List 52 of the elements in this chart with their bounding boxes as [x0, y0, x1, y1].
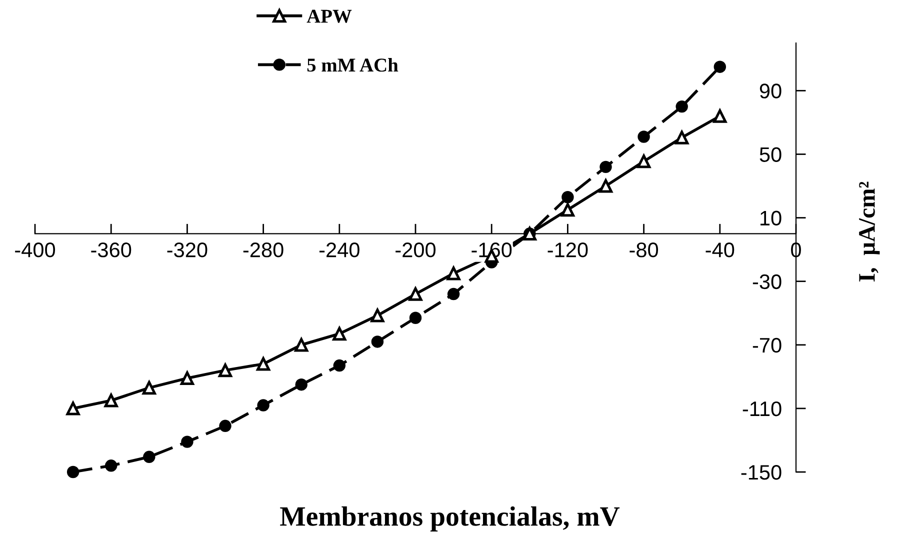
y-axis-title: I, μA/cm²	[859, 182, 880, 282]
y-tick-label: -150	[741, 465, 782, 480]
point	[600, 160, 612, 174]
point	[294, 338, 308, 352]
x-tick-label: -200	[396, 242, 436, 258]
x-tick-label: -400	[15, 242, 56, 258]
x-tick-label: -320	[167, 242, 208, 258]
point	[638, 130, 650, 143]
x-tick-label: -280	[243, 242, 284, 258]
x-tick-label: -40	[706, 242, 734, 258]
point	[714, 60, 726, 73]
point	[218, 364, 232, 378]
y-tick-label: -30	[752, 274, 782, 290]
point	[256, 357, 270, 371]
point	[446, 266, 460, 280]
point	[66, 402, 80, 416]
point	[181, 436, 194, 448]
x-tick-label: -120	[548, 242, 588, 258]
x-tick-label: -80	[630, 242, 658, 258]
point	[332, 326, 346, 341]
point	[142, 380, 156, 395]
y-tick-label: 50	[760, 147, 782, 162]
point	[219, 420, 232, 432]
x-tick-label: -360	[91, 242, 132, 258]
point	[257, 399, 270, 412]
point	[104, 394, 118, 408]
point	[409, 312, 422, 324]
point	[371, 336, 384, 348]
point	[333, 359, 346, 372]
point	[295, 378, 308, 391]
legend-label: APW	[306, 10, 352, 23]
legend-label: 5 mM ACh	[307, 58, 398, 72]
point	[180, 371, 194, 386]
point	[562, 191, 574, 204]
y-tick-label: 90	[760, 84, 782, 98]
point	[676, 100, 688, 113]
point	[408, 287, 422, 301]
y-tick-label: -110	[742, 401, 782, 416]
y-tick-label: -70	[752, 338, 782, 353]
point	[104, 460, 118, 472]
point	[598, 179, 613, 193]
point	[713, 109, 727, 123]
point	[447, 288, 460, 300]
y-tick-label: 10	[760, 210, 782, 226]
x-tick-label: -240	[319, 242, 360, 258]
point	[560, 203, 575, 217]
point	[636, 154, 651, 168]
x-axis-title: Membranos potencialas, mV	[280, 506, 620, 532]
point	[675, 130, 689, 144]
point	[143, 450, 156, 464]
point	[66, 466, 80, 478]
point	[370, 308, 384, 322]
